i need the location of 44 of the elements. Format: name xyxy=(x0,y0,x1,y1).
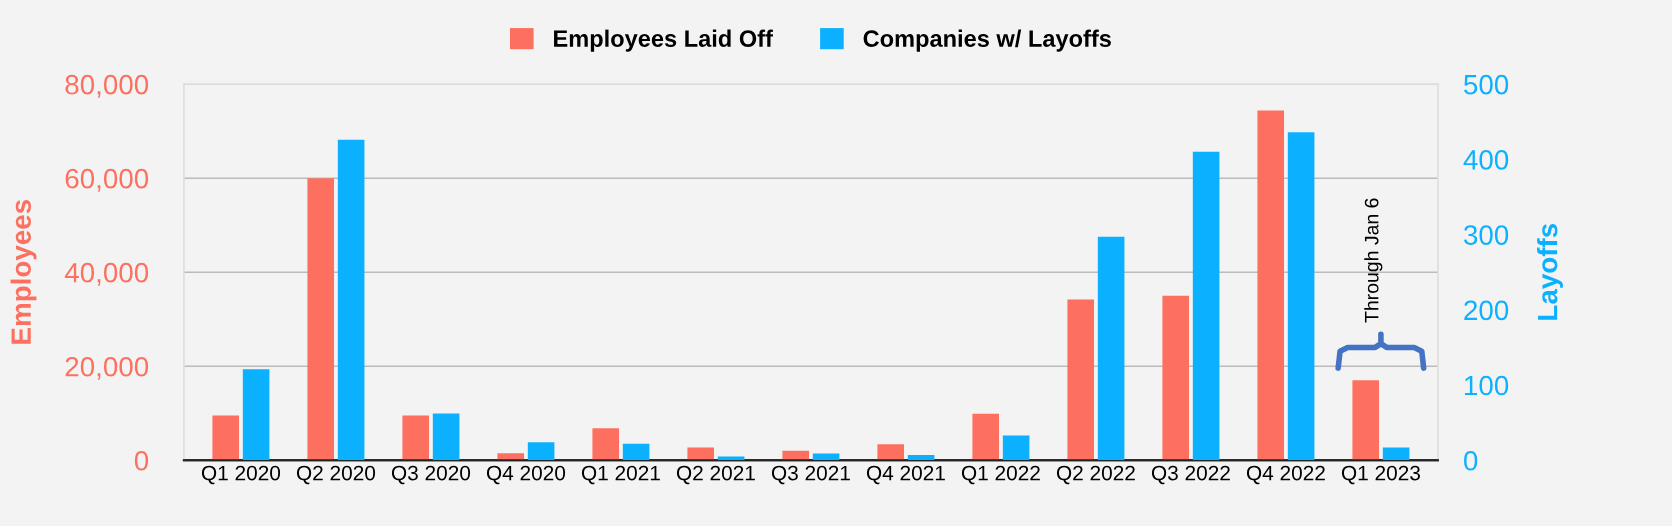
bar xyxy=(242,369,270,461)
y2-tick-label: 400 xyxy=(1463,150,1509,170)
bar xyxy=(1352,380,1380,461)
y-tick-label: 20,000 xyxy=(65,356,149,380)
annotation: Through Jan 6 xyxy=(1364,198,1383,323)
bar xyxy=(812,453,840,461)
bar xyxy=(877,444,905,461)
bar xyxy=(432,413,460,461)
x-tick-label: Q1 2020 xyxy=(201,465,281,485)
bar xyxy=(1097,236,1125,461)
x-tick-label: Q4 2020 xyxy=(486,465,566,485)
y-axis-title: Employees xyxy=(10,200,37,344)
y-tick-label: 40,000 xyxy=(64,262,149,286)
x-tick-label: Q2 2020 xyxy=(296,465,376,485)
x-tick-label: Q1 2023 xyxy=(1341,465,1420,485)
y-tick-label: 60,000 xyxy=(65,168,149,192)
y2-axis-title: Layoffs xyxy=(1537,223,1563,320)
y2-tick-label: 0 xyxy=(1464,450,1478,471)
x-tick-label: Q1 2021 xyxy=(581,465,660,485)
x-tick-label: Q1 2022 xyxy=(961,465,1040,485)
y2-tick-label: 100 xyxy=(1465,375,1509,396)
y2-tick-label: 300 xyxy=(1463,225,1509,245)
bar xyxy=(1382,447,1410,461)
legend-label: Companies w/ Layoffs xyxy=(863,29,1111,52)
y2-tick-label: 200 xyxy=(1464,300,1509,321)
x-tick-label: Q3 2021 xyxy=(771,465,850,485)
x-tick-label: Q4 2022 xyxy=(1246,465,1325,485)
bar xyxy=(527,442,555,461)
bar xyxy=(1002,435,1030,461)
x-tick-label: Q2 2021 xyxy=(676,465,755,485)
bar xyxy=(1287,132,1315,461)
y-tick-label: 0 xyxy=(134,450,149,471)
x-tick-label: Q3 2020 xyxy=(391,465,471,485)
x-tick-label: Q3 2022 xyxy=(1151,465,1230,485)
legend-label: Employees Laid Off xyxy=(554,29,773,52)
x-tick-label: Q4 2021 xyxy=(866,465,945,485)
bar xyxy=(717,456,745,461)
y2-tick-label: 500 xyxy=(1464,74,1509,95)
bar xyxy=(907,454,935,461)
bar xyxy=(622,443,650,461)
bar xyxy=(1192,151,1220,461)
x-tick-label: Q2 2022 xyxy=(1056,465,1135,485)
y-tick-label: 80,000 xyxy=(65,74,149,98)
bar xyxy=(337,139,365,461)
